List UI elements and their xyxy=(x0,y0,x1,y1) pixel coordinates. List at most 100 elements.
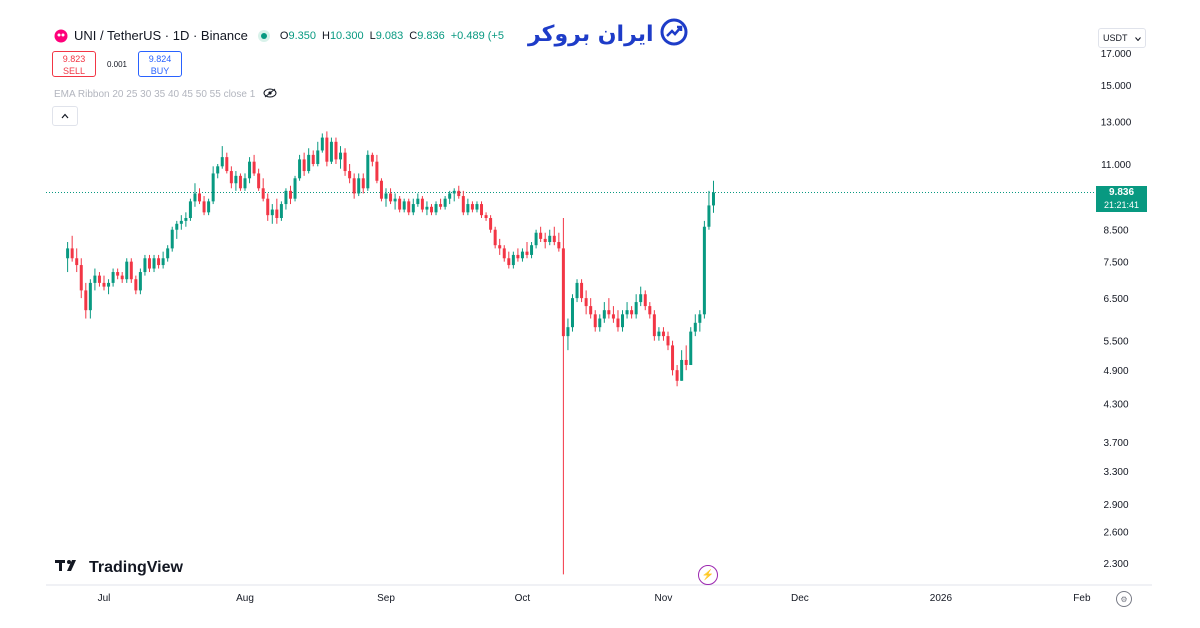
candle-body xyxy=(511,254,515,266)
candle-body xyxy=(152,258,156,269)
candle-body xyxy=(334,141,338,160)
candle xyxy=(443,196,447,210)
candle-body xyxy=(634,302,638,315)
candle-body xyxy=(157,258,161,266)
market-open-indicator-icon xyxy=(257,29,270,42)
candle xyxy=(634,294,638,319)
candle xyxy=(625,302,629,319)
candle-body xyxy=(266,198,270,216)
candle-body xyxy=(339,152,343,160)
candle-body xyxy=(270,209,274,216)
candle-body xyxy=(348,171,352,179)
hide-eye-icon[interactable] xyxy=(263,88,277,101)
candle xyxy=(175,220,179,239)
candle xyxy=(120,272,124,283)
candle xyxy=(489,215,493,233)
chart-area[interactable]: 17.000 15.000 13.000 11.000 8.500 7.500 6.500 5… xyxy=(46,22,1152,610)
candle xyxy=(238,173,242,191)
candle xyxy=(257,168,261,191)
symbol-title[interactable]: UNI / TetherUS · 1D · Binance xyxy=(74,28,248,43)
candle xyxy=(234,171,238,191)
sell-label: SELL xyxy=(62,66,86,76)
candle xyxy=(143,254,147,276)
candle xyxy=(575,279,579,303)
candle-body xyxy=(134,279,138,291)
candle xyxy=(66,242,70,273)
candle xyxy=(75,248,79,273)
candle-body xyxy=(257,173,261,189)
time-tick-label: 2026 xyxy=(930,593,953,604)
price-tick-label: 4.300 xyxy=(1103,399,1128,410)
ohlc-close: C9.836 xyxy=(409,29,445,42)
candlestick-chart[interactable]: 17.000 15.000 13.000 11.000 8.500 7.500 6.500 5… xyxy=(46,22,1152,610)
candle xyxy=(439,198,443,210)
flash-event-icon[interactable]: ⚡ xyxy=(698,565,718,585)
candle-body xyxy=(279,204,283,219)
candle-body xyxy=(689,331,693,366)
candle-body xyxy=(534,232,538,246)
candle xyxy=(420,196,424,213)
candle xyxy=(580,279,584,303)
candle-body xyxy=(389,193,393,202)
time-tick-label: Oct xyxy=(515,593,531,604)
price-tick-label: 2.300 xyxy=(1103,559,1128,570)
buy-button[interactable]: 9.824 BUY xyxy=(138,51,182,77)
candle xyxy=(152,254,156,273)
candle xyxy=(707,190,711,230)
candle-body xyxy=(557,242,561,249)
candle xyxy=(639,286,643,307)
candle-body xyxy=(498,245,502,249)
candle xyxy=(193,183,197,207)
trade-panel: 9.823 SELL 0.001 9.824 BUY xyxy=(52,51,182,77)
candle-body xyxy=(561,248,565,337)
candle xyxy=(107,279,111,295)
candle-body xyxy=(307,154,311,172)
sell-button[interactable]: 9.823 SELL xyxy=(52,51,96,77)
price-tick-label: 2.900 xyxy=(1103,500,1128,511)
candle xyxy=(684,345,688,371)
candle-body xyxy=(97,275,101,283)
candle-body xyxy=(79,265,83,291)
candle-body xyxy=(621,314,625,328)
candle-body xyxy=(147,258,151,269)
candle xyxy=(248,157,252,184)
candle-body xyxy=(711,192,715,206)
candle-body xyxy=(66,248,70,259)
candle xyxy=(316,141,320,167)
candle xyxy=(184,212,188,227)
gear-icon[interactable]: ⚙ xyxy=(1116,591,1132,607)
candle xyxy=(543,232,547,249)
candle-body xyxy=(111,272,115,283)
price-axis: 17.000 15.000 13.000 11.000 8.500 7.500 6.500 5… xyxy=(1101,49,1132,570)
candle-body xyxy=(566,327,570,337)
candle xyxy=(243,173,247,191)
candle xyxy=(593,310,597,332)
candle xyxy=(416,193,420,207)
ohlc-values: O9.350 H10.300 L9.083 C9.836 +0.489 (+5 xyxy=(280,30,504,42)
candle-body xyxy=(552,235,556,243)
candle xyxy=(134,275,138,295)
candle-body xyxy=(602,310,606,319)
candle xyxy=(429,204,433,216)
candle xyxy=(384,188,388,207)
candle xyxy=(511,251,515,269)
candle-body xyxy=(202,201,206,213)
currency-selector[interactable]: USDT xyxy=(1098,28,1146,48)
candle-body xyxy=(275,209,279,219)
candle xyxy=(225,152,229,174)
candle-body xyxy=(639,294,643,303)
candle-body xyxy=(188,201,192,219)
candle-body xyxy=(539,232,543,239)
chevron-down-icon xyxy=(1135,33,1141,43)
tradingview-logo[interactable]: TradingView xyxy=(55,558,183,577)
collapse-legend-button[interactable] xyxy=(52,106,78,126)
indicator-legend[interactable]: EMA Ribbon 20 25 30 35 40 45 50 55 close… xyxy=(54,88,277,101)
candle xyxy=(361,173,365,194)
candle-body xyxy=(448,193,452,199)
candle xyxy=(379,178,383,202)
candle xyxy=(366,150,370,191)
candle xyxy=(698,310,702,332)
candle-body xyxy=(661,331,665,337)
price-tick-label: 8.500 xyxy=(1103,226,1128,237)
candle xyxy=(434,201,438,216)
